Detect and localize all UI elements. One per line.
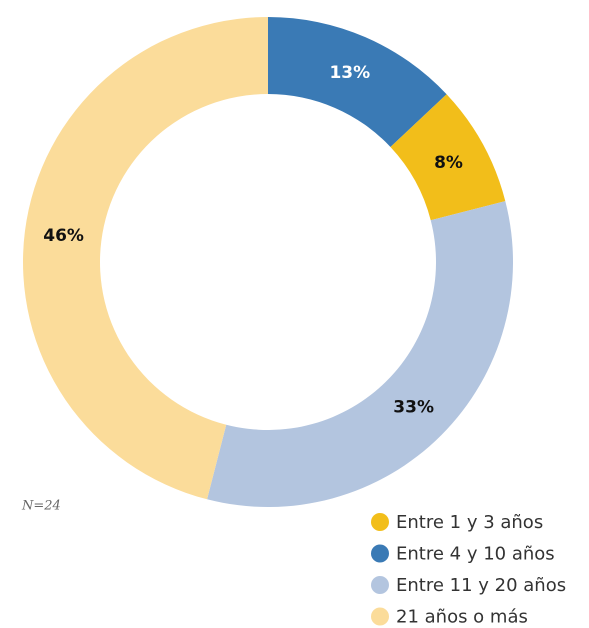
legend-swatch: [371, 544, 389, 563]
legend-label: Entre 11 y 20 años: [396, 575, 566, 596]
slice: [207, 201, 513, 507]
legend-swatch: [371, 576, 389, 594]
legend-label: Entre 4 y 10 años: [396, 544, 555, 565]
value-label: 33%: [393, 398, 434, 418]
legend-label: 21 años o más: [396, 607, 528, 628]
legend-label: Entre 1 y 3 años: [396, 512, 543, 533]
slice: [390, 94, 506, 221]
value-label: 13%: [329, 63, 370, 83]
legend-swatch: [371, 513, 389, 531]
value-label: 8%: [434, 153, 463, 173]
legend-swatch: [371, 607, 389, 626]
value-label: 46%: [43, 226, 84, 246]
slice: [23, 17, 268, 500]
slice: [268, 17, 447, 147]
note: N=24: [21, 499, 61, 514]
